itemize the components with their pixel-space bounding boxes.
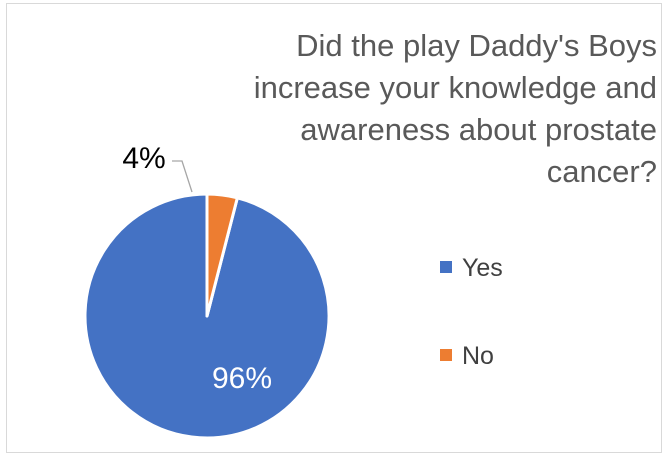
chart-title-line: increase your knowledge and [254, 70, 657, 105]
legend-label-no: No [462, 342, 494, 370]
leader-line-no [172, 160, 193, 193]
pie-slices [83, 192, 331, 440]
legend-swatch-yes [440, 261, 452, 273]
data-labels: 96% 4% [122, 142, 272, 395]
legend-swatch-no [440, 349, 452, 361]
pie-slice-no [205, 192, 239, 318]
data-label-yes: 96% [212, 362, 272, 395]
chart-title-line: cancer? [547, 154, 657, 189]
chart-title: Did the play Daddy's Boys increase your … [254, 28, 657, 189]
legend-label-yes: Yes [462, 254, 503, 282]
data-label-no: 4% [122, 142, 165, 175]
legend: Yes No [440, 254, 503, 370]
chart-title-line: Did the play Daddy's Boys [296, 28, 657, 63]
chart-title-line: awareness about prostate [300, 112, 657, 147]
